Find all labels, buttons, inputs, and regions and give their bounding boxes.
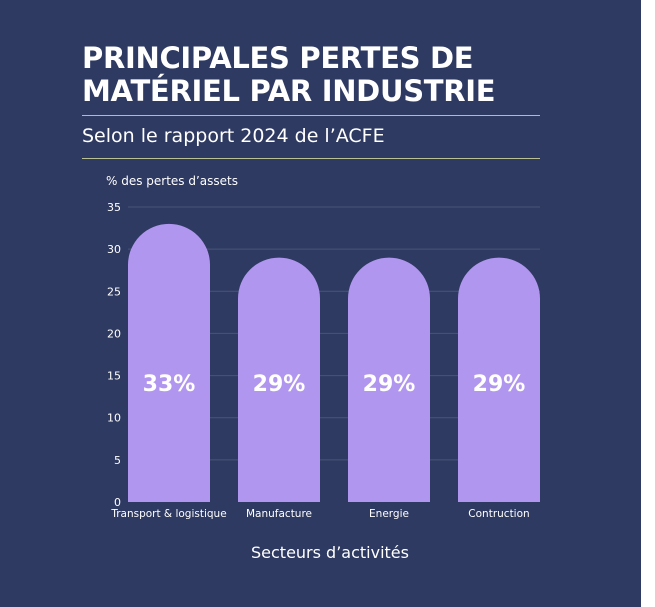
page-title: PRINCIPALES PERTES DE MATÉRIEL PAR INDUS… <box>82 41 496 108</box>
y-tick-label: 10 <box>107 412 121 425</box>
y-tick-label: 20 <box>107 327 121 340</box>
x-axis-ticks: Transport & logistique Manufacture Energie… <box>110 508 529 520</box>
y-tick-label: 25 <box>107 285 121 298</box>
y-tick-label: 30 <box>107 243 121 256</box>
right-margin <box>641 0 655 607</box>
y-tick-label: 5 <box>114 454 121 467</box>
x-axis-label: Secteurs d’activités <box>251 543 409 562</box>
bar-1 <box>128 223 210 503</box>
data-labels: 33% 29% 29% 29% <box>143 372 526 397</box>
subtitle-divider <box>82 158 540 159</box>
y-tick-label: 0 <box>114 496 121 509</box>
x-tick-label: Transport & logistique <box>110 508 226 520</box>
title-divider <box>82 115 540 116</box>
y-axis-label: % des pertes d’assets <box>106 174 238 188</box>
y-tick-label: 15 <box>107 370 121 383</box>
bar-4 <box>458 257 540 502</box>
data-label: 29% <box>253 372 306 397</box>
data-label: 29% <box>473 372 526 397</box>
y-tick-label: 35 <box>107 201 121 214</box>
bar-2 <box>238 257 320 502</box>
data-label: 29% <box>363 372 416 397</box>
y-axis-ticks: 0 5 10 15 20 25 30 35 <box>107 201 121 509</box>
data-label: 33% <box>143 372 196 397</box>
x-tick-label: Manufacture <box>246 508 312 520</box>
page-subtitle: Selon le rapport 2024 de l’ACFE <box>82 125 385 147</box>
x-tick-label: Contruction <box>468 508 529 520</box>
bars <box>128 223 540 503</box>
x-tick-label: Energie <box>369 508 409 520</box>
bar-3 <box>347 257 430 502</box>
